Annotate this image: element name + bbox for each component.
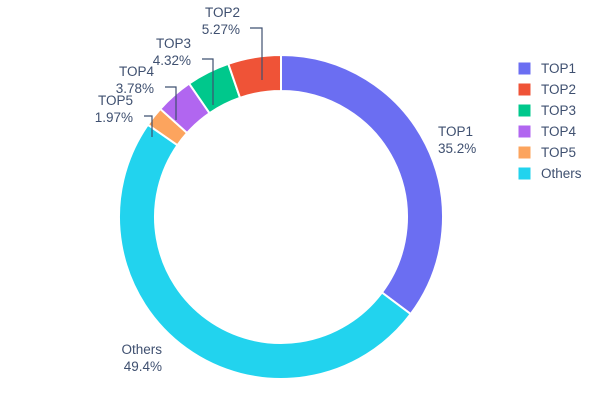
legend-swatch-others [517, 166, 532, 181]
leader-line-top2 [250, 27, 263, 80]
legend-swatch-top1 [517, 61, 532, 76]
legend-label-others: Others [541, 166, 582, 181]
legend-swatch-top4 [517, 124, 532, 139]
slice-label-value-top1: 35.2% [438, 141, 476, 156]
slice-label-value-top2: 5.27% [202, 22, 240, 37]
slice-label-name-top5: TOP5 [98, 93, 133, 108]
legend-item-top3[interactable]: TOP3 [517, 103, 576, 118]
legend-label-top3: TOP3 [541, 103, 576, 118]
slice-label-value-top3: 4.32% [153, 53, 191, 68]
slice-labels-group: TOP1 35.2% TOP2 5.27% TOP3 4.32%TOP4 3.78%TOP5… [95, 5, 477, 374]
legend-label-top4: TOP4 [541, 124, 577, 139]
slice-label-name-others: Others [121, 342, 162, 357]
leader-line-top3 [202, 58, 214, 105]
legend-item-top4[interactable]: TOP4 [517, 124, 577, 139]
legend-swatch-top2 [517, 82, 532, 97]
legend-label-top5: TOP5 [541, 145, 576, 160]
slice-label-value-others: 49.4% [124, 359, 162, 374]
slice-label-name-top2: TOP2 [205, 5, 240, 20]
slice-label-value-top4: 3.78% [116, 81, 154, 96]
slice-label-value-top5: 1.97% [95, 110, 133, 125]
legend-item-others[interactable]: Others [517, 166, 582, 181]
leader-line-top4 [165, 86, 177, 120]
donut-slice-others[interactable] [118, 123, 413, 380]
legend-swatch-top5 [517, 145, 532, 160]
donut-slice-top2[interactable] [227, 53, 282, 100]
legend-swatch-top3 [517, 103, 532, 118]
donut-slices-group [118, 53, 444, 380]
legend-label-top1: TOP1 [541, 61, 576, 76]
slice-label-name-top1: TOP1 [438, 124, 473, 139]
label-leader-lines-group [144, 27, 263, 137]
legend-item-top5[interactable]: TOP5 [517, 145, 576, 160]
legend-label-top2: TOP2 [541, 82, 576, 97]
legend-item-top1[interactable]: TOP1 [517, 61, 576, 76]
slice-label-name-top3: TOP3 [156, 36, 191, 51]
legend-item-top2[interactable]: TOP2 [517, 82, 576, 97]
slice-label-name-top4: TOP4 [119, 64, 155, 79]
leader-line-top5 [144, 115, 153, 137]
chart-legend[interactable]: TOP1 TOP2 TOP3 TOP4 TOP5 Others [517, 61, 582, 181]
